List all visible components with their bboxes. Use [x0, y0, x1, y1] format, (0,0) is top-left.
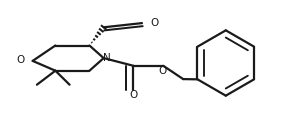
Text: O: O — [129, 89, 138, 100]
Text: O: O — [151, 18, 159, 28]
Text: N: N — [103, 53, 111, 63]
Text: O: O — [158, 66, 167, 76]
Text: O: O — [16, 55, 25, 66]
